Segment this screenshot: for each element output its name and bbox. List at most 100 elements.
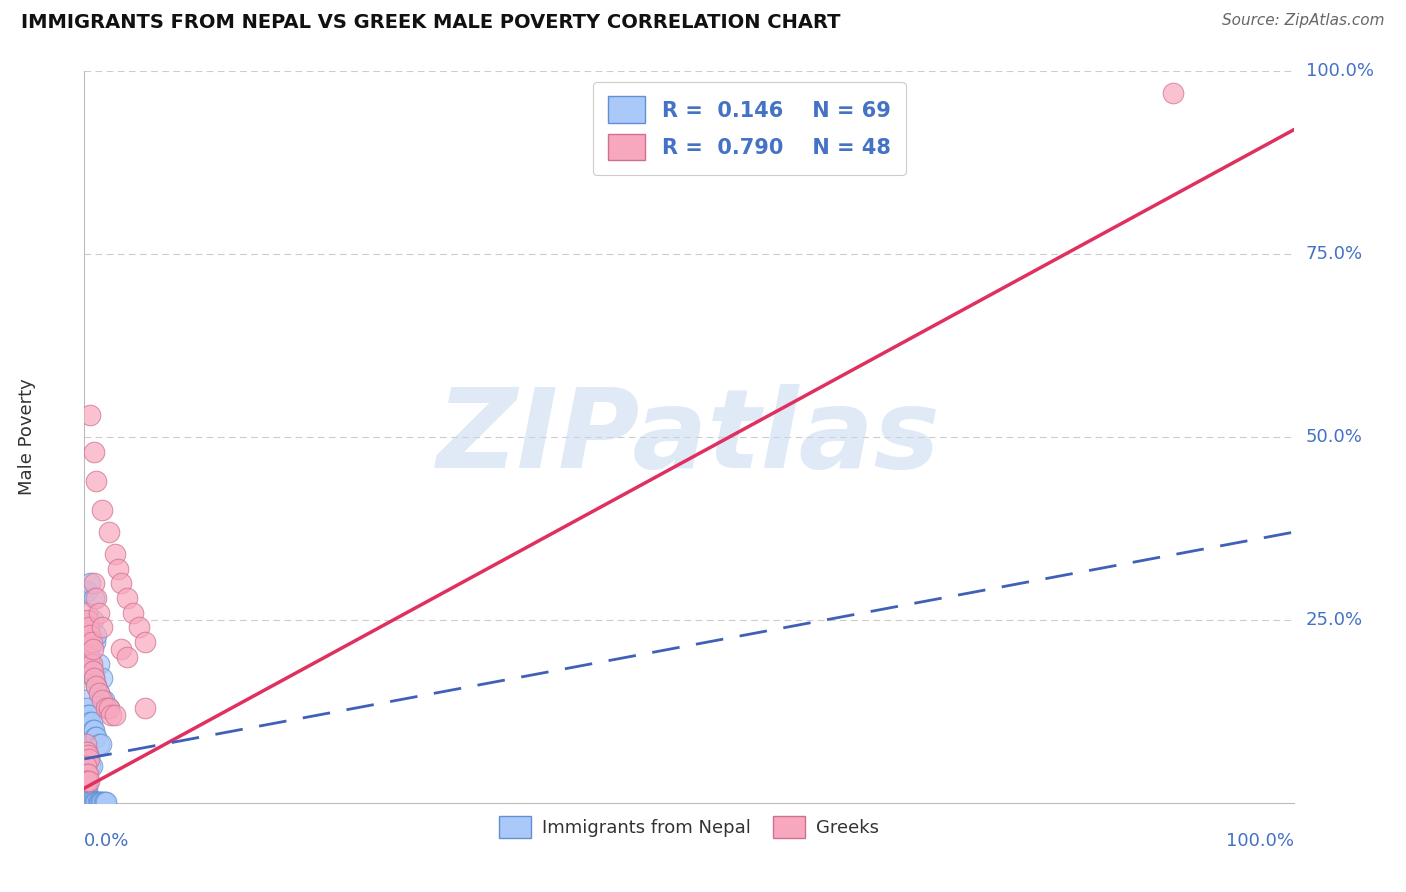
Point xyxy=(89,795,111,809)
Text: 75.0%: 75.0% xyxy=(1306,245,1362,263)
Point xyxy=(115,591,138,605)
Point xyxy=(76,794,98,808)
Point xyxy=(76,773,98,788)
Point xyxy=(75,794,97,808)
Point xyxy=(90,795,112,809)
Point xyxy=(87,606,110,620)
Point xyxy=(77,635,100,649)
Point xyxy=(77,708,100,723)
Point xyxy=(75,766,97,780)
Point xyxy=(77,792,100,806)
Point xyxy=(79,759,101,773)
Point xyxy=(94,795,117,809)
Point xyxy=(77,773,100,788)
Point xyxy=(83,591,105,605)
Point xyxy=(83,672,105,686)
Point xyxy=(80,794,103,808)
Point xyxy=(75,781,97,796)
Point xyxy=(94,700,117,714)
Legend: Immigrants from Nepal, Greeks: Immigrants from Nepal, Greeks xyxy=(492,808,886,845)
Point xyxy=(76,789,98,803)
Point xyxy=(76,745,98,759)
Point xyxy=(93,795,115,809)
Point xyxy=(77,664,100,678)
Point xyxy=(86,627,108,641)
Point xyxy=(86,679,108,693)
Point xyxy=(94,795,117,809)
Point xyxy=(104,547,127,561)
Point xyxy=(75,792,97,806)
Point xyxy=(97,700,120,714)
Point xyxy=(134,635,156,649)
Point xyxy=(86,730,108,744)
Point xyxy=(82,613,104,627)
Point xyxy=(86,795,108,809)
Point xyxy=(79,576,101,591)
Point xyxy=(75,773,97,788)
Point xyxy=(94,700,117,714)
Point xyxy=(77,613,100,627)
Text: 100.0%: 100.0% xyxy=(1306,62,1374,80)
Point xyxy=(121,606,143,620)
Text: ZIPatlas: ZIPatlas xyxy=(437,384,941,491)
Point xyxy=(86,679,108,693)
Point xyxy=(87,686,110,700)
Point xyxy=(82,723,104,737)
Point xyxy=(82,794,104,808)
Point xyxy=(79,715,101,730)
Point xyxy=(91,795,114,809)
Point xyxy=(115,649,138,664)
Point xyxy=(87,795,110,809)
Point xyxy=(76,700,98,714)
Point xyxy=(87,657,110,671)
Point xyxy=(91,503,114,517)
Point xyxy=(77,620,100,634)
Point xyxy=(128,620,150,634)
Point xyxy=(91,672,114,686)
Point xyxy=(77,752,100,766)
Point xyxy=(87,737,110,751)
Point xyxy=(79,408,101,422)
Point xyxy=(77,635,100,649)
Point xyxy=(83,672,105,686)
Point xyxy=(76,781,98,796)
Text: 25.0%: 25.0% xyxy=(1306,611,1362,629)
Point xyxy=(79,794,101,808)
Point xyxy=(84,730,107,744)
Point xyxy=(110,576,132,591)
Point xyxy=(82,642,104,657)
Point xyxy=(75,773,97,788)
Point xyxy=(90,737,112,751)
Point xyxy=(76,606,98,620)
Point xyxy=(76,745,98,759)
Point xyxy=(75,737,97,751)
Point xyxy=(77,794,100,808)
Point xyxy=(83,795,105,809)
Point xyxy=(90,693,112,707)
Point xyxy=(1161,87,1184,101)
Point xyxy=(76,649,98,664)
Point xyxy=(80,635,103,649)
Point xyxy=(77,708,100,723)
Point xyxy=(77,789,100,803)
Point xyxy=(77,752,100,766)
Point xyxy=(76,583,98,598)
Point xyxy=(97,700,120,714)
Point xyxy=(80,664,103,678)
Point xyxy=(86,591,108,605)
Point xyxy=(77,773,100,788)
Point xyxy=(93,693,115,707)
Point xyxy=(80,759,103,773)
Point xyxy=(134,700,156,714)
Point xyxy=(107,562,129,576)
Text: 100.0%: 100.0% xyxy=(1226,832,1294,850)
Point xyxy=(79,627,101,641)
Point xyxy=(83,444,105,458)
Point xyxy=(84,795,107,809)
Point xyxy=(84,635,107,649)
Point xyxy=(86,795,108,809)
Point xyxy=(83,576,105,591)
Point xyxy=(75,794,97,808)
Point xyxy=(97,525,120,540)
Point xyxy=(75,745,97,759)
